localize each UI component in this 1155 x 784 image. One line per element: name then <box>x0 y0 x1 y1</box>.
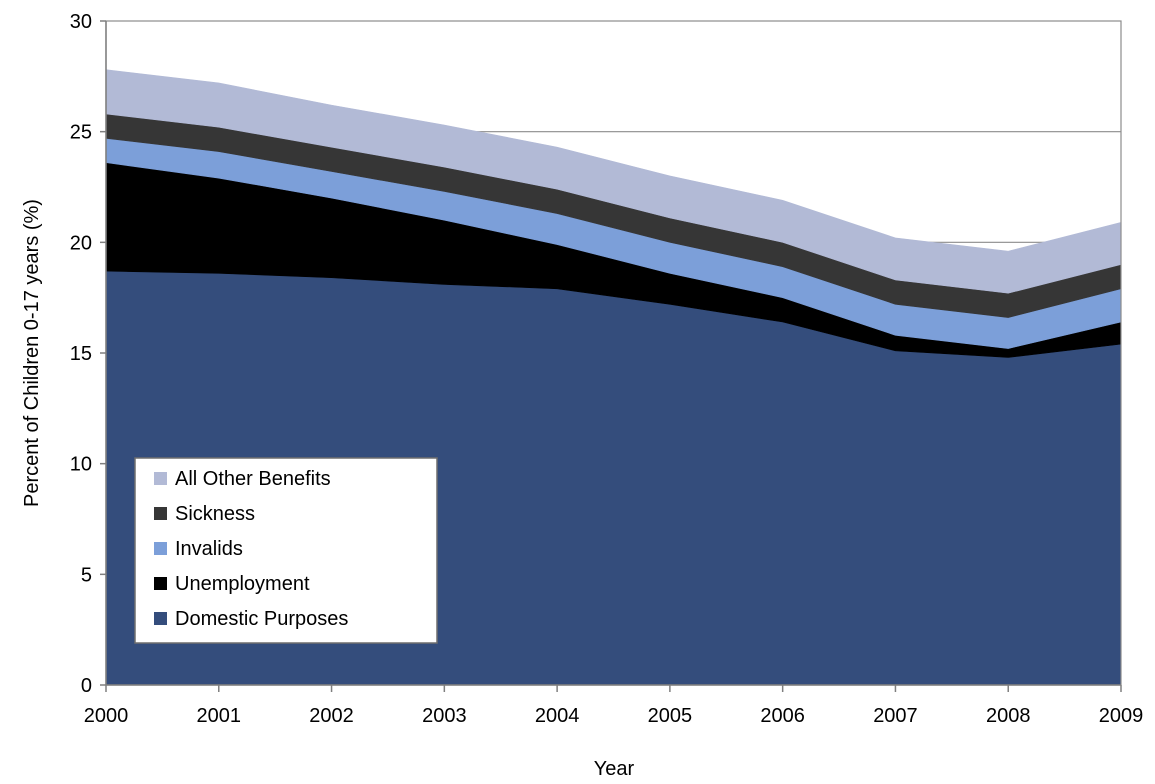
x-tick-label: 2001 <box>197 705 242 727</box>
legend-label-sickness: Sickness <box>175 503 255 525</box>
y-tick-label: 25 <box>70 122 92 144</box>
y-tick-label: 0 <box>81 675 92 697</box>
legend-swatch-sickness <box>154 507 167 520</box>
x-tick-label: 2008 <box>986 705 1031 727</box>
y-tick-label: 20 <box>70 232 92 254</box>
x-axis-title: Year <box>594 758 635 779</box>
legend-label-all-other-benefits: All Other Benefits <box>175 468 331 490</box>
x-tick-label: 2006 <box>760 705 805 727</box>
legend-label-invalids: Invalids <box>175 538 243 560</box>
legend-box <box>134 457 438 644</box>
x-tick-label: 2002 <box>309 705 354 727</box>
legend-swatch-all-other-benefits <box>154 472 167 485</box>
x-tick-label: 2009 <box>1099 705 1144 727</box>
y-tick-label: 10 <box>70 454 92 476</box>
y-tick-label: 30 <box>70 11 92 33</box>
x-tick-label: 2005 <box>648 705 693 727</box>
x-tick-label: 2007 <box>873 705 918 727</box>
legend-label-unemployment: Unemployment <box>175 573 310 595</box>
x-tick-label: 2004 <box>535 705 580 727</box>
y-axis-title: Percent of Children 0-17 years (%) <box>21 199 43 507</box>
y-tick-label: 15 <box>70 343 92 365</box>
legend-swatch-domestic-purposes <box>154 612 167 625</box>
x-tick-label: 2003 <box>422 705 467 727</box>
legend-swatch-invalids <box>154 542 167 555</box>
y-tick-label: 5 <box>81 564 92 586</box>
legend-label-domestic-purposes: Domestic Purposes <box>175 608 348 630</box>
legend-swatch-unemployment <box>154 577 167 590</box>
legend: All Other Benefits Sickness Invalids Unempl… <box>134 457 438 644</box>
x-tick-label: 2000 <box>84 705 129 727</box>
